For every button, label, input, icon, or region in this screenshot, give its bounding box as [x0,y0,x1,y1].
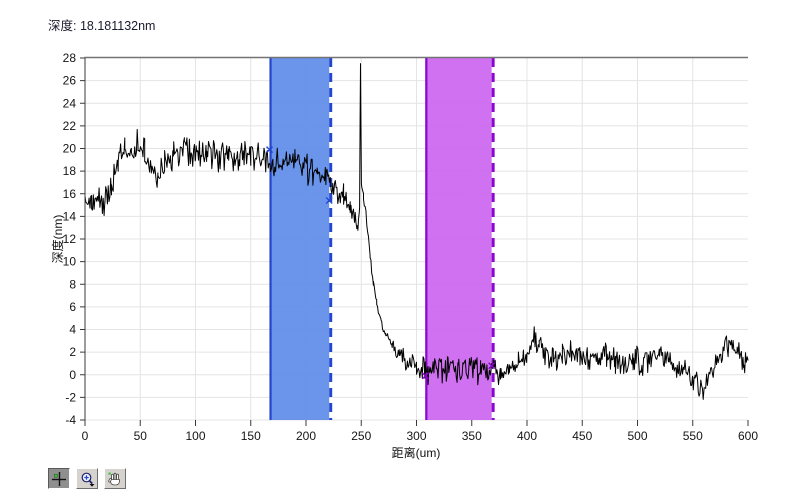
x-tick-label: 200 [296,429,316,443]
y-tick-label: 20 [63,142,77,156]
depth-trace [84,63,749,400]
magnifier-icon [81,472,95,487]
y-tick-label: 2 [69,345,76,359]
x-axis-title: 距离(um) [392,445,441,460]
graph-palette [48,468,126,489]
cursor-tool-button[interactable] [48,468,70,489]
x-tick-label: 550 [683,429,703,443]
y-tick-label: 16 [63,187,77,201]
x-tick-label: 250 [351,429,371,443]
y-tick-label: -4 [65,413,76,427]
y-tick-label: 22 [63,119,77,133]
x-tick-label: 400 [517,429,537,443]
y-tick-label: -2 [65,390,76,404]
x-tick-label: 450 [572,429,592,443]
x-tick-label: 150 [241,429,261,443]
cursor-2-mark[interactable] [325,197,333,205]
y-axis-title: 深度(nm) [50,215,65,264]
y-tick-label: 24 [63,96,77,110]
y-tick-label: 14 [63,209,77,223]
x-tick-label: 100 [185,429,205,443]
cursor-1-mark[interactable] [266,146,274,154]
cursor-1[interactable] [266,146,274,154]
y-tick-label: 18 [63,164,77,178]
cursor-3-mark[interactable] [421,372,429,380]
x-tick-label: 500 [627,429,647,443]
hand-icon [108,472,120,485]
cursor-2[interactable] [325,197,333,205]
pan-tool-button[interactable] [104,468,126,489]
cursor-4-mark[interactable] [488,362,496,370]
crosshair-icon [52,471,66,486]
y-tick-label: 6 [69,300,76,314]
x-tick-label: 350 [462,429,482,443]
cursor-3[interactable] [421,372,429,380]
depth-readout: 深度: 18.181132nm [48,19,156,33]
x-tick-label: 300 [406,429,426,443]
y-tick-label: 28 [63,51,77,65]
y-tick-label: 26 [63,74,77,88]
x-tick-label: 50 [134,429,148,443]
x-tick-label: 0 [82,429,89,443]
y-tick-label: 8 [69,277,76,291]
y-tick-label: 10 [63,255,77,269]
cursor-4[interactable] [488,362,496,370]
y-tick-label: 12 [63,232,77,246]
y-tick-label: 4 [69,323,76,337]
zoom-tool-button[interactable] [76,468,98,489]
y-tick-label: 0 [69,368,76,382]
blue-reference-region [269,58,330,420]
x-tick-label: 600 [738,429,758,443]
